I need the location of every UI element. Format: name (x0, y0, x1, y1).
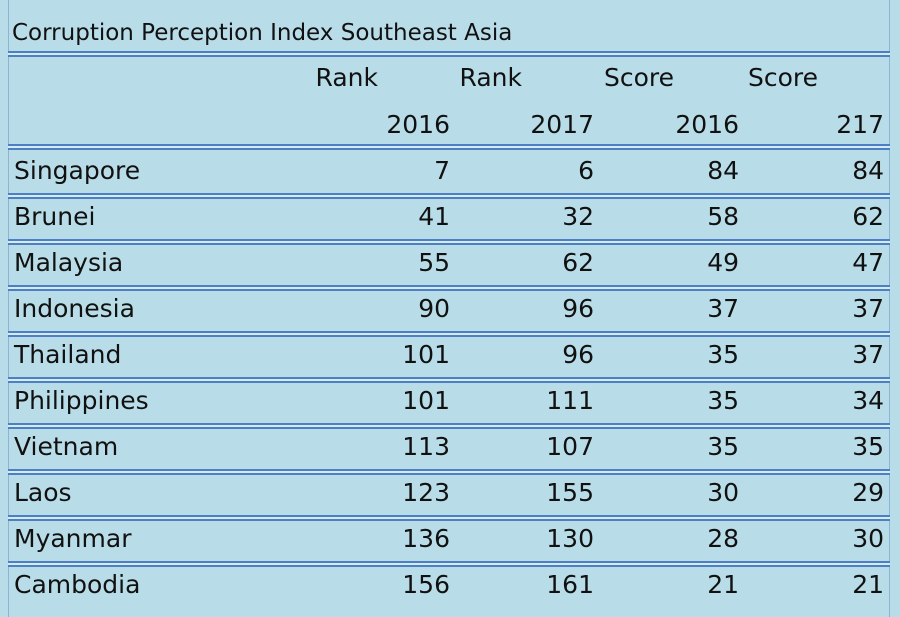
column-year: 217 (836, 110, 884, 139)
cell-value: 58 (707, 202, 739, 231)
cell-value: 123 (402, 478, 450, 507)
cell-value: 130 (546, 524, 594, 553)
country-name: Cambodia (14, 570, 141, 599)
cell-value: 35 (707, 340, 739, 369)
row-rule (8, 193, 890, 199)
cell-value: 155 (546, 478, 594, 507)
column-year: 2017 (530, 110, 594, 139)
cell-value: 96 (562, 340, 594, 369)
cell-value: 28 (707, 524, 739, 553)
row-rule (8, 469, 890, 475)
cell-value: 30 (707, 478, 739, 507)
cell-value: 62 (852, 202, 884, 231)
cell-value: 21 (707, 570, 739, 599)
column-year: 2016 (386, 110, 450, 139)
cell-value: 7 (434, 156, 450, 185)
cell-value: 156 (402, 570, 450, 599)
row-rule (8, 144, 890, 150)
cell-value: 37 (707, 294, 739, 323)
right-border (889, 0, 890, 617)
column-header: Rank (315, 63, 378, 92)
cell-value: 136 (402, 524, 450, 553)
cell-value: 55 (418, 248, 450, 277)
cell-value: 35 (852, 432, 884, 461)
cell-value: 90 (418, 294, 450, 323)
country-name: Laos (14, 478, 72, 507)
cell-value: 35 (707, 386, 739, 415)
table-title: Corruption Perception Index Southeast As… (12, 20, 513, 46)
cell-value: 32 (562, 202, 594, 231)
cell-value: 62 (562, 248, 594, 277)
row-rule (8, 331, 890, 337)
country-name: Philippines (14, 386, 149, 415)
cell-value: 21 (852, 570, 884, 599)
column-header: Score (747, 63, 818, 92)
column-header: Score (603, 63, 674, 92)
cell-value: 101 (402, 340, 450, 369)
cell-value: 37 (852, 294, 884, 323)
country-name: Myanmar (14, 524, 132, 553)
cell-value: 111 (546, 386, 594, 415)
cell-value: 41 (418, 202, 450, 231)
country-name: Malaysia (14, 248, 124, 277)
column-year: 2016 (675, 110, 739, 139)
cell-value: 84 (707, 156, 739, 185)
cell-value: 47 (852, 248, 884, 277)
row-rule (8, 515, 890, 521)
cell-value: 161 (546, 570, 594, 599)
row-rule (8, 423, 890, 429)
row-rule (8, 377, 890, 383)
country-name: Thailand (14, 340, 122, 369)
cell-value: 101 (402, 386, 450, 415)
country-name: Vietnam (14, 432, 119, 461)
country-name: Indonesia (14, 294, 135, 323)
country-name: Brunei (14, 202, 96, 231)
row-rule (8, 285, 890, 291)
row-rule (8, 239, 890, 245)
cell-value: 29 (852, 478, 884, 507)
cell-value: 35 (707, 432, 739, 461)
country-name: Singapore (14, 156, 141, 185)
cell-value: 96 (562, 294, 594, 323)
cell-value: 84 (852, 156, 884, 185)
cell-value: 34 (852, 386, 884, 415)
cell-value: 107 (546, 432, 594, 461)
cell-value: 113 (402, 432, 450, 461)
row-rule (8, 561, 890, 567)
left-border (8, 0, 9, 617)
cell-value: 6 (578, 156, 594, 185)
row-rule (8, 51, 890, 57)
column-header: Rank (459, 63, 522, 92)
cell-value: 37 (852, 340, 884, 369)
cell-value: 30 (852, 524, 884, 553)
cell-value: 49 (707, 248, 739, 277)
